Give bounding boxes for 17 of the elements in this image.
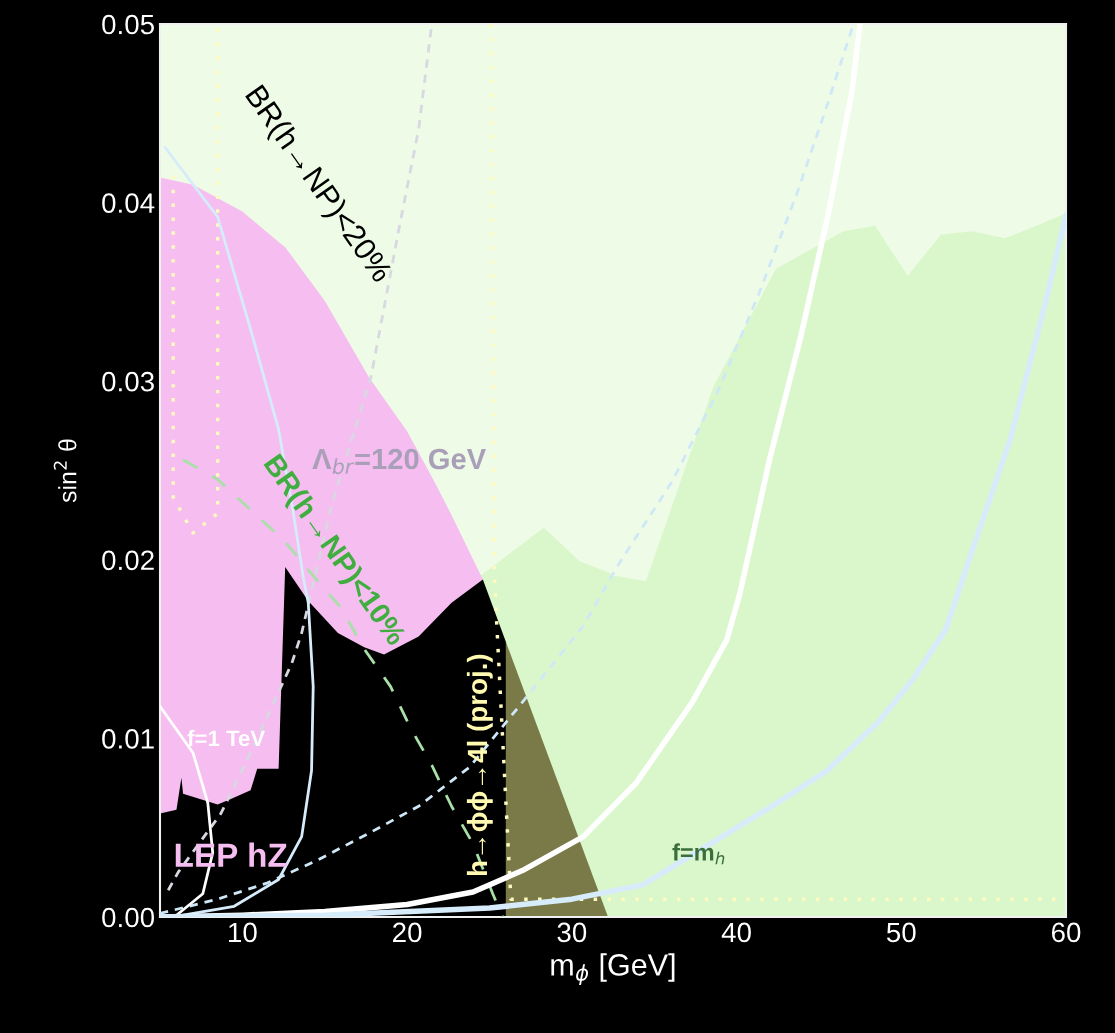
x-tick-label: 50: [886, 922, 916, 943]
y-axis-title: sin$^{2}$ θ: [53, 439, 77, 503]
y-tick-label: 0.05: [102, 14, 154, 35]
x-tick-label: 20: [393, 922, 422, 943]
x-tick-label: 30: [557, 922, 587, 943]
x-tick-label: 10: [229, 922, 257, 943]
annotation: f=1 TeV: [187, 729, 265, 747]
y-tick-label: 0.04: [102, 193, 155, 213]
x-tick-label: 60: [1051, 922, 1081, 943]
x-axis-title: m$_{ϕ}$ [GeV]: [551, 953, 675, 985]
y-tick-label: 0.02: [102, 550, 154, 571]
annotation: f=m$_{h}$: [672, 843, 725, 865]
annotation: h→ϕϕ→4l (proj.): [466, 654, 493, 876]
y-tick-label: 0.01: [102, 729, 154, 749]
x-tick-label: 40: [721, 922, 751, 943]
y-tick-label: 0.03: [102, 371, 154, 392]
y-tick-label: 0.00: [102, 907, 155, 928]
